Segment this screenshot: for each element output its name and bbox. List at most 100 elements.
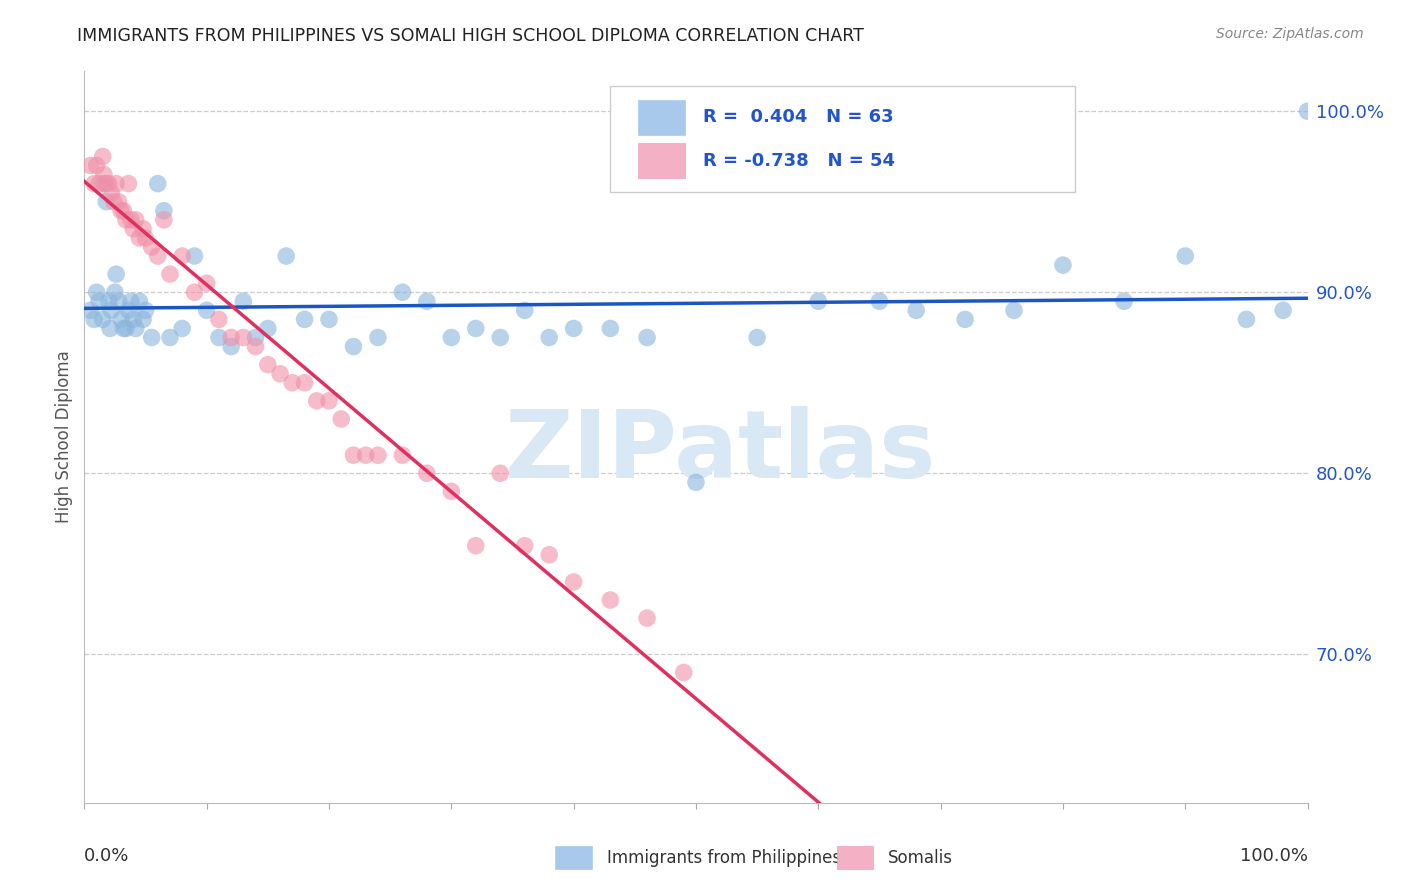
Text: Immigrants from Philippines: Immigrants from Philippines — [606, 848, 841, 867]
Point — [183, 285, 205, 300]
Point — [281, 376, 304, 390]
Point — [83, 177, 105, 191]
Point — [135, 303, 157, 318]
Point — [538, 548, 561, 562]
Point — [110, 203, 132, 218]
Point — [219, 330, 242, 344]
Point — [125, 321, 148, 335]
Point — [599, 321, 621, 335]
Point — [96, 194, 118, 209]
Point — [117, 177, 139, 191]
Point — [1272, 303, 1295, 318]
Point — [1296, 104, 1319, 119]
Point — [513, 539, 536, 553]
Point — [599, 593, 621, 607]
Point — [440, 484, 463, 499]
Point — [141, 330, 163, 344]
Point — [195, 303, 218, 318]
Point — [257, 321, 280, 335]
Point — [318, 312, 340, 326]
Point — [107, 194, 129, 209]
Point — [1002, 303, 1025, 318]
Point — [294, 312, 316, 326]
Point — [153, 203, 176, 218]
Point — [91, 149, 114, 163]
Point — [257, 358, 280, 372]
Point — [105, 267, 128, 281]
Point — [636, 330, 658, 344]
FancyBboxPatch shape — [610, 86, 1076, 192]
Text: ZIPatlas: ZIPatlas — [505, 406, 936, 498]
Point — [132, 222, 155, 236]
Point — [416, 294, 439, 309]
Point — [97, 294, 120, 309]
Text: Somalis: Somalis — [889, 848, 953, 867]
Point — [91, 312, 114, 326]
Point — [905, 303, 928, 318]
Point — [100, 303, 122, 318]
Point — [1174, 249, 1197, 263]
Bar — [638, 100, 685, 135]
Point — [172, 321, 194, 335]
Point — [953, 312, 976, 326]
Point — [269, 367, 291, 381]
Point — [172, 249, 194, 263]
Point — [79, 303, 101, 318]
Point — [807, 294, 830, 309]
Point — [159, 330, 181, 344]
Point — [1236, 312, 1258, 326]
Point — [153, 212, 176, 227]
Point — [219, 340, 242, 354]
Point — [294, 376, 316, 390]
Point — [208, 312, 231, 326]
Point — [562, 574, 585, 589]
Text: Source: ZipAtlas.com: Source: ZipAtlas.com — [1216, 27, 1364, 41]
Point — [330, 412, 353, 426]
Text: IMMIGRANTS FROM PHILIPPINES VS SOMALI HIGH SCHOOL DIPLOMA CORRELATION CHART: IMMIGRANTS FROM PHILIPPINES VS SOMALI HI… — [77, 27, 865, 45]
Point — [276, 249, 298, 263]
Point — [440, 330, 463, 344]
Point — [367, 330, 389, 344]
Point — [115, 321, 138, 335]
Point — [115, 212, 138, 227]
Point — [100, 186, 122, 200]
Point — [391, 285, 413, 300]
Bar — [638, 144, 685, 178]
Point — [120, 294, 142, 309]
Point — [112, 203, 135, 218]
Point — [93, 177, 115, 191]
Point — [747, 330, 769, 344]
Point — [1052, 258, 1074, 272]
Point — [103, 194, 125, 209]
Text: R =  0.404   N = 63: R = 0.404 N = 63 — [703, 108, 894, 127]
Point — [489, 467, 512, 481]
Point — [87, 177, 110, 191]
Point — [636, 611, 658, 625]
Bar — [555, 846, 592, 870]
Point — [367, 448, 389, 462]
Point — [93, 168, 115, 182]
Point — [79, 159, 101, 173]
Point — [159, 267, 181, 281]
Point — [120, 212, 142, 227]
Point — [105, 177, 128, 191]
Point — [146, 177, 169, 191]
Point — [232, 294, 254, 309]
Point — [305, 393, 328, 408]
Point — [318, 393, 340, 408]
Point — [1114, 294, 1136, 309]
Point — [464, 321, 486, 335]
Bar — [837, 846, 873, 870]
Point — [110, 312, 132, 326]
Point — [86, 159, 108, 173]
Point — [672, 665, 695, 680]
Point — [208, 330, 231, 344]
Point — [342, 340, 364, 354]
Point — [104, 285, 127, 300]
Point — [135, 231, 157, 245]
Point — [98, 321, 121, 335]
Point — [342, 448, 364, 462]
Point — [128, 294, 150, 309]
Point — [538, 330, 561, 344]
Point — [416, 467, 439, 481]
